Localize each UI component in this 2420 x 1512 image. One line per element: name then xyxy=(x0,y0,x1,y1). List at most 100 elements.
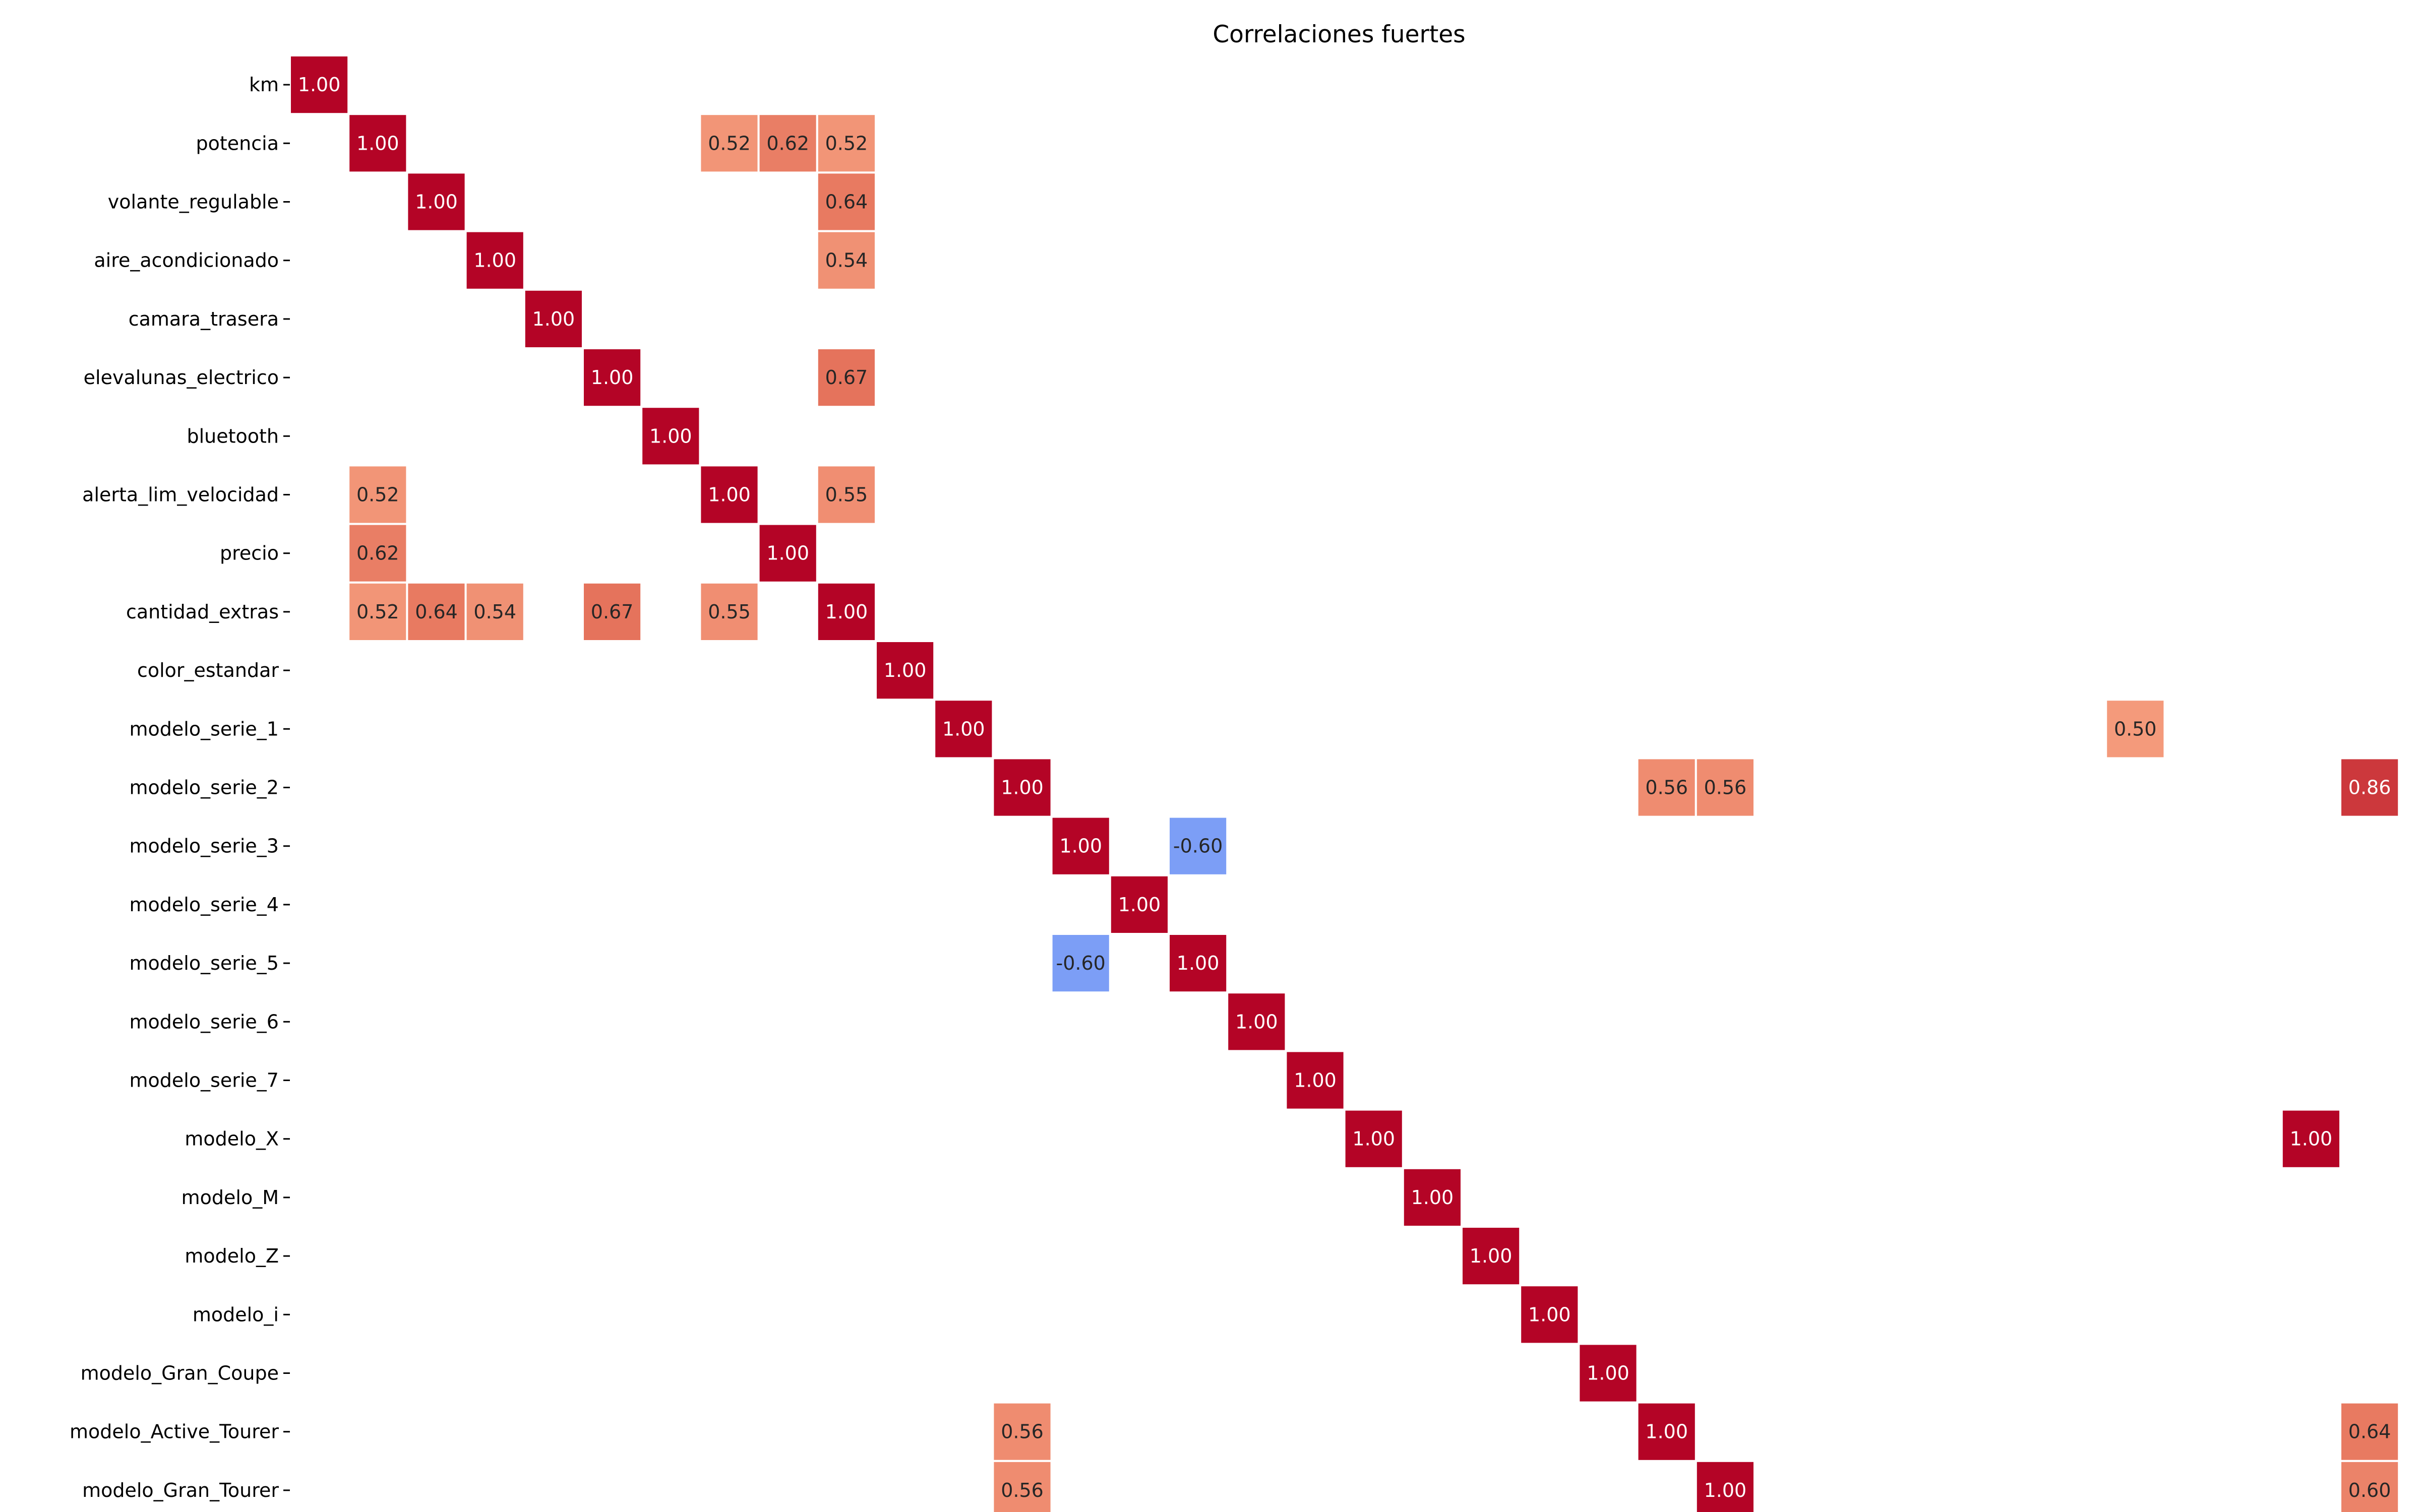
heatmap-cell: 0.52 xyxy=(347,464,408,525)
heatmap-cell: 1.00 xyxy=(347,113,408,174)
heatmap-cell-label: 1.00 xyxy=(1704,1479,1747,1501)
y-tick-label: elevalunas_electrico xyxy=(84,366,279,389)
heatmap-cell-label: 0.67 xyxy=(825,366,868,389)
heatmap-cell-label: 0.52 xyxy=(356,484,399,506)
heatmap-cell: 1.00 xyxy=(1226,991,1287,1052)
heatmap-cell-rect xyxy=(992,757,1053,818)
y-tick-label: km xyxy=(249,74,279,96)
heatmap-cell: 0.52 xyxy=(699,113,760,174)
heatmap-cell: 1.00 xyxy=(699,464,760,525)
heatmap-cell-rect xyxy=(640,406,701,467)
heatmap-cell-label: 0.67 xyxy=(591,601,634,623)
heatmap-cell: 0.86 xyxy=(2339,757,2400,818)
heatmap-cell-label: 0.54 xyxy=(825,249,868,272)
heatmap-cell-label: 0.50 xyxy=(2114,718,2157,740)
heatmap-cell-rect xyxy=(1695,1460,1756,1512)
y-tick-label: bluetooth xyxy=(187,425,279,447)
heatmap-cell-label: 1.00 xyxy=(356,132,399,154)
heatmap-cell-rect xyxy=(816,230,877,291)
heatmap-cell-label: 0.60 xyxy=(2348,1479,2391,1501)
heatmap-cell: 1.00 xyxy=(1695,1460,1756,1512)
heatmap-cell-rect xyxy=(699,113,760,174)
y-tick-label: modelo_M xyxy=(182,1186,279,1209)
heatmap-cell-rect xyxy=(699,464,760,525)
heatmap-cell-label: 1.00 xyxy=(1118,894,1161,916)
heatmap-cell: 0.67 xyxy=(816,347,877,408)
heatmap-cell-rect xyxy=(347,464,408,525)
heatmap-cell: 0.56 xyxy=(992,1401,1053,1462)
y-tick-label: modelo_i xyxy=(193,1303,279,1326)
heatmap-cell-rect xyxy=(875,640,936,701)
heatmap-cell-label: 0.86 xyxy=(2348,777,2391,799)
y-tick-label: modelo_Active_Tourer xyxy=(70,1421,279,1443)
heatmap-cell-rect xyxy=(1343,1108,1404,1169)
heatmap-cell-rect xyxy=(816,464,877,525)
y-tick-label: aire_acondicionado xyxy=(94,249,279,272)
heatmap-cell: 0.62 xyxy=(347,523,408,584)
heatmap-cell: 0.64 xyxy=(816,171,877,232)
y-tick-label: modelo_Z xyxy=(185,1245,279,1267)
heatmap-cell: 1.00 xyxy=(1402,1167,1463,1228)
heatmap-cell-rect xyxy=(347,523,408,584)
y-tick-label: potencia xyxy=(196,132,279,154)
heatmap-cell-label: 0.52 xyxy=(356,601,399,623)
heatmap-cell-label: 1.00 xyxy=(1352,1128,1395,1150)
heatmap-cell-label: 1.00 xyxy=(1177,952,1220,974)
y-tick-label: modelo_Gran_Tourer xyxy=(82,1479,279,1501)
heatmap-cell-label: 0.52 xyxy=(825,132,868,154)
heatmap-cell: 1.00 xyxy=(1343,1108,1404,1169)
heatmap-cell: 0.52 xyxy=(816,113,877,174)
heatmap-cell: 1.00 xyxy=(406,171,467,232)
heatmap-cell-label: 0.56 xyxy=(1001,1421,1044,1443)
heatmap-cell-label: 1.00 xyxy=(1059,835,1102,857)
heatmap-cell: 1.00 xyxy=(1109,874,1170,935)
y-tick-label: precio xyxy=(220,542,279,564)
heatmap-cell: -0.60 xyxy=(1168,815,1229,876)
heatmap-cell: 0.55 xyxy=(699,581,760,643)
heatmap-cell-label: 1.00 xyxy=(1587,1362,1629,1384)
y-tick-label: modelo_serie_6 xyxy=(130,1011,279,1033)
heatmap-cell-rect xyxy=(992,1460,1053,1512)
y-tick-label: modelo_serie_1 xyxy=(130,718,279,740)
heatmap-cell-label: 1.00 xyxy=(298,74,341,96)
heatmap-cell-rect xyxy=(816,347,877,408)
heatmap-cell: 0.62 xyxy=(757,113,818,174)
heatmap-cell-label: 1.00 xyxy=(1528,1303,1571,1326)
heatmap-cell-label: 0.56 xyxy=(1704,777,1747,799)
heatmap-cell-label: 1.00 xyxy=(1235,1011,1278,1033)
y-tick-label: modelo_Gran_Coupe xyxy=(81,1362,279,1384)
heatmap-cell: 1.00 xyxy=(1636,1401,1697,1462)
heatmap-cell-label: 1.00 xyxy=(2290,1128,2333,1150)
heatmap-cell-rect xyxy=(2339,1460,2400,1512)
heatmap-cell-rect xyxy=(2280,1108,2341,1169)
heatmap-cell: 0.56 xyxy=(1695,757,1756,818)
chart-title: Correlaciones fuertes xyxy=(1213,21,1465,48)
heatmap-cell: 1.00 xyxy=(1285,1050,1346,1111)
y-tick-label: color_estandar xyxy=(137,659,279,681)
heatmap-cell-label: 0.64 xyxy=(825,191,868,213)
heatmap-cell-label: 0.62 xyxy=(356,542,399,564)
heatmap-cell-rect xyxy=(406,171,467,232)
heatmap-cell: 0.54 xyxy=(816,230,877,291)
heatmap-cell: -0.60 xyxy=(1050,933,1111,994)
heatmap-cell-label: 0.64 xyxy=(2348,1421,2391,1443)
heatmap-cell-label: 0.55 xyxy=(825,484,868,506)
heatmap-cell-label: 1.00 xyxy=(649,425,692,447)
heatmap-cell-rect xyxy=(523,288,584,349)
heatmap-cell: 0.67 xyxy=(582,581,643,643)
heatmap-cell-rect xyxy=(1402,1167,1463,1228)
heatmap-cell: 0.56 xyxy=(1636,757,1697,818)
heatmap-cell: 1.00 xyxy=(464,230,525,291)
heatmap-cell-rect xyxy=(1636,757,1697,818)
y-tick-label: alerta_lim_velocidad xyxy=(82,484,279,506)
heatmap-cell-label: 1.00 xyxy=(532,308,575,330)
heatmap-cell-rect xyxy=(1519,1284,1580,1345)
heatmap-cell-label: 0.56 xyxy=(1645,777,1688,799)
heatmap-cell-label: 0.52 xyxy=(708,132,751,154)
heatmap-cell-rect xyxy=(992,1401,1053,1462)
y-tick-label: cantidad_extras xyxy=(126,601,279,623)
heatmap-cell-rect xyxy=(1168,933,1229,994)
heatmap-cell-rect xyxy=(1109,874,1170,935)
